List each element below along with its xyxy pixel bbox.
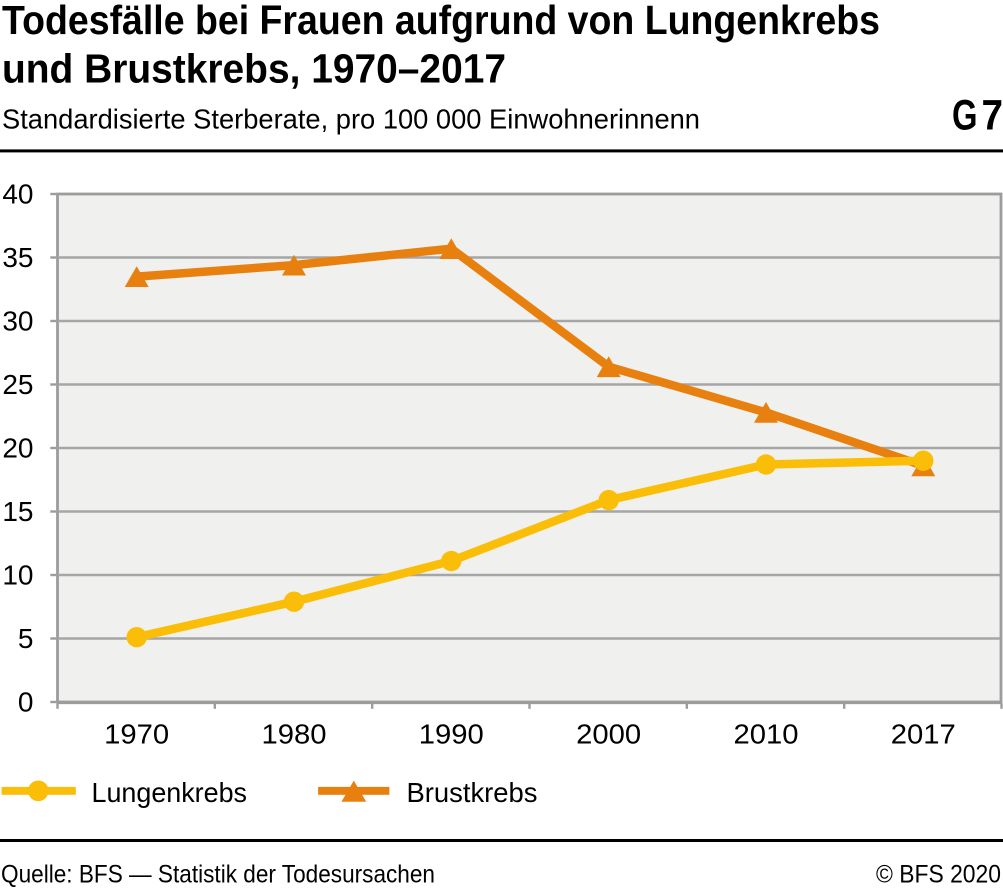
- svg-text:25: 25: [2, 369, 33, 400]
- svg-text:1990: 1990: [419, 719, 484, 750]
- svg-text:0: 0: [18, 686, 34, 717]
- svg-text:40: 40: [2, 178, 33, 209]
- svg-text:35: 35: [2, 242, 33, 273]
- svg-text:Quelle: BFS — Statistik der To: Quelle: BFS — Statistik der Todesursache…: [1, 861, 435, 889]
- svg-text:2017: 2017: [891, 719, 956, 750]
- svg-text:2010: 2010: [734, 719, 799, 750]
- svg-text:1970: 1970: [104, 719, 169, 750]
- svg-text:und Brustkrebs, 1970–2017: und Brustkrebs, 1970–2017: [2, 45, 506, 91]
- svg-text:5: 5: [18, 623, 34, 654]
- svg-text:20: 20: [2, 432, 33, 463]
- svg-text:30: 30: [2, 305, 33, 336]
- svg-text:7: 7: [982, 92, 1003, 140]
- svg-text:Standardisierte Sterberate, pr: Standardisierte Sterberate, pro 100 000 …: [2, 104, 700, 135]
- svg-text:© BFS 2020: © BFS 2020: [876, 861, 1001, 889]
- svg-text:Lungenkrebs: Lungenkrebs: [92, 777, 248, 808]
- svg-text:Todesfälle bei Frauen aufgrund: Todesfälle bei Frauen aufgrund von Lunge…: [2, 0, 880, 43]
- svg-text:2000: 2000: [576, 719, 641, 750]
- svg-text:Brustkrebs: Brustkrebs: [407, 777, 538, 808]
- svg-text:1980: 1980: [262, 719, 327, 750]
- svg-text:G: G: [952, 92, 978, 140]
- svg-text:10: 10: [2, 559, 33, 590]
- svg-text:15: 15: [2, 496, 33, 527]
